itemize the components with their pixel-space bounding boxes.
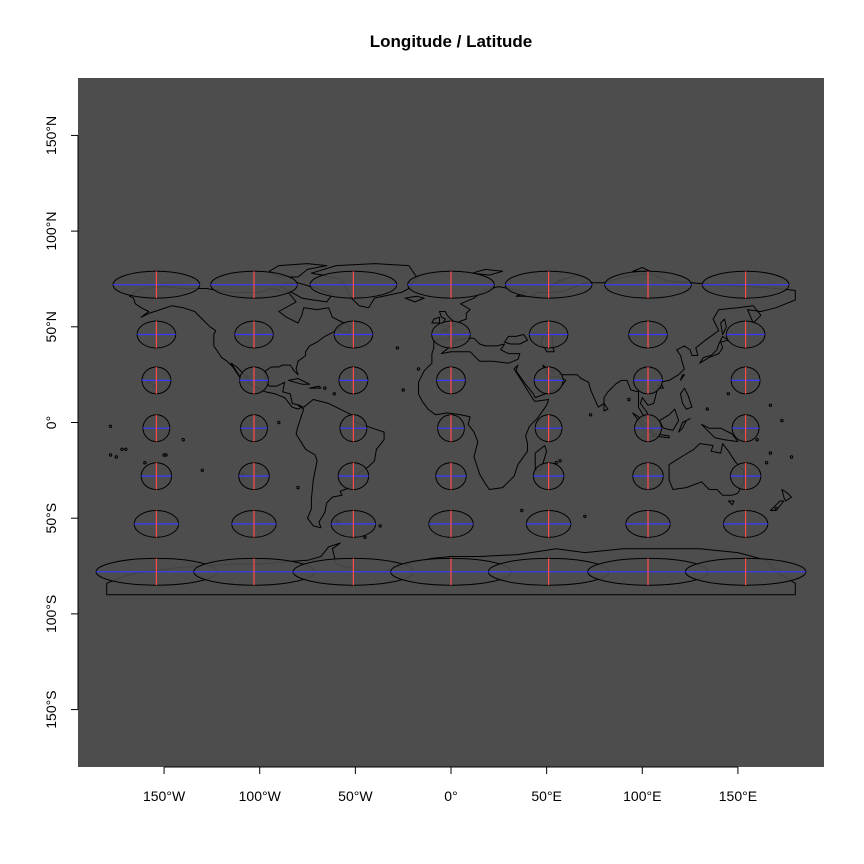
island — [588, 413, 593, 417]
land-hispaniola — [309, 385, 322, 389]
island — [789, 455, 794, 459]
island — [416, 367, 421, 371]
x-tick-label: 0° — [444, 788, 457, 804]
tissot-indicatrices — [95, 270, 807, 586]
y-tick-label: 150°N — [43, 116, 59, 155]
island — [108, 424, 113, 428]
y-tick-label: 100°S — [43, 595, 59, 633]
x-tick-label: 100°E — [623, 788, 661, 804]
land-baffin — [278, 282, 333, 303]
x-tick-label: 50°W — [338, 788, 373, 804]
island — [332, 392, 336, 396]
land-new-zealand-n — [781, 489, 792, 502]
land-north-america — [129, 286, 345, 410]
land-borneo — [659, 408, 680, 431]
land-iceland — [404, 295, 425, 303]
island — [774, 506, 778, 511]
island — [395, 346, 400, 350]
island — [755, 438, 759, 442]
land-ellesmere — [268, 263, 328, 278]
land-svalbard — [471, 268, 504, 276]
island — [726, 392, 731, 396]
y-tick-label: 100°N — [43, 212, 59, 251]
land-tasmania — [727, 500, 735, 506]
land-sulawesi — [678, 418, 691, 433]
x-tick-label: 150°W — [143, 788, 186, 804]
land-new-zealand-s — [769, 500, 785, 511]
island — [200, 468, 205, 472]
island — [363, 535, 367, 539]
island — [162, 453, 166, 457]
island — [181, 438, 185, 442]
y-tick-label: 50°N — [43, 311, 59, 342]
island — [296, 485, 300, 490]
land-ireland — [431, 316, 440, 324]
island — [627, 397, 631, 402]
island — [401, 388, 405, 392]
land-sri-lanka — [603, 402, 609, 412]
island — [520, 508, 524, 513]
x-tick-label: 150°E — [719, 788, 757, 804]
island — [768, 451, 773, 455]
island — [114, 455, 119, 459]
y-tick-label: 50°S — [43, 503, 59, 534]
land-sakhalin — [720, 318, 727, 335]
island — [768, 403, 773, 407]
island — [378, 524, 382, 528]
island — [323, 386, 327, 390]
island — [705, 407, 709, 411]
x-axis: 150°W 100°W 50°W 0° 50°E 100°E 150°E — [143, 766, 757, 804]
island — [164, 453, 168, 457]
island — [583, 514, 587, 518]
island — [143, 461, 147, 465]
y-axis: 150°N 100°N 50°N 0° 50°S 100°S 150°S — [43, 116, 79, 729]
y-tick-label: 150°S — [43, 690, 59, 728]
island — [558, 459, 562, 463]
land-black-sea — [504, 334, 528, 345]
island — [764, 461, 769, 465]
x-tick-label: 100°W — [239, 788, 282, 804]
land-philippines — [680, 387, 693, 410]
land-new-guinea — [701, 423, 739, 443]
island — [124, 447, 128, 451]
x-tick-label: 50°E — [531, 788, 562, 804]
island — [277, 420, 281, 425]
island — [780, 418, 784, 423]
land-taiwan — [680, 374, 685, 381]
island — [108, 453, 113, 457]
land-cuba — [287, 378, 310, 385]
y-tick-label: 0° — [43, 416, 59, 429]
island — [120, 447, 124, 451]
land-japan — [699, 335, 729, 364]
chart-title: Longitude / Latitude — [370, 32, 532, 51]
